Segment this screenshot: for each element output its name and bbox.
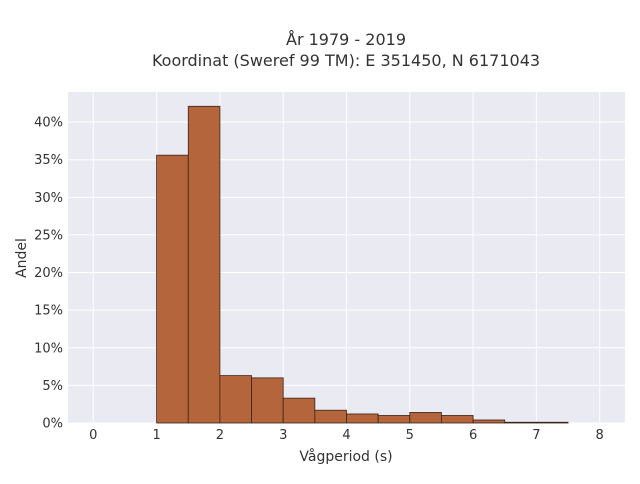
histogram-bar-9	[441, 415, 474, 424]
x-axis-title: Vågperiod (s)	[299, 448, 392, 465]
histogram-bar-7	[377, 415, 411, 424]
chart-title-line-2: Koordinat (Sweref 99 TM): E 351450, N 61…	[152, 51, 540, 70]
y-axis-title: Andel	[14, 238, 30, 278]
histogram-bar-0	[156, 154, 189, 424]
chart-title-line-1: År 1979 - 2019	[286, 30, 406, 49]
y-tick-label-8: 40%	[34, 116, 63, 131]
y-tick-label-3: 15%	[34, 304, 63, 319]
y-tick-label-6: 30%	[34, 191, 63, 206]
y-tick-label-0: 0%	[42, 417, 63, 432]
x-tick-label-5: 5	[406, 428, 414, 443]
histogram-bar-8	[409, 412, 442, 424]
histogram-bar-12	[535, 421, 569, 424]
y-tick-label-2: 10%	[34, 341, 63, 356]
histogram-bar-6	[346, 413, 379, 424]
y-tick-label-1: 5%	[42, 379, 63, 394]
y-tick-label-7: 35%	[34, 153, 63, 168]
x-tick-label-8: 8	[596, 428, 604, 443]
x-tick-label-6: 6	[469, 428, 477, 443]
x-tick-label-7: 7	[532, 428, 540, 443]
histogram-bar-2	[219, 375, 252, 424]
x-tick-label-1: 1	[152, 428, 160, 443]
y-tick-label-4: 20%	[34, 266, 63, 281]
histogram-bar-1	[187, 105, 221, 424]
x-tick-label-2: 2	[216, 428, 224, 443]
x-tick-label-3: 3	[279, 428, 287, 443]
histogram-bar-3	[251, 377, 284, 424]
histogram-bar-4	[282, 397, 316, 424]
histogram-bar-5	[314, 409, 347, 424]
histogram-bar-10	[472, 419, 506, 424]
y-tick-label-5: 25%	[34, 228, 63, 243]
histogram-bar-11	[504, 421, 537, 424]
x-tick-label-4: 4	[342, 428, 350, 443]
axis-tick-labels: 0 1 2 3 4 5 6 7 8 0% 5% 10% 15% 20% 25% 30% 35% 40%	[34, 116, 604, 443]
histogram-bars	[156, 105, 569, 424]
x-tick-label-0: 0	[89, 428, 97, 443]
